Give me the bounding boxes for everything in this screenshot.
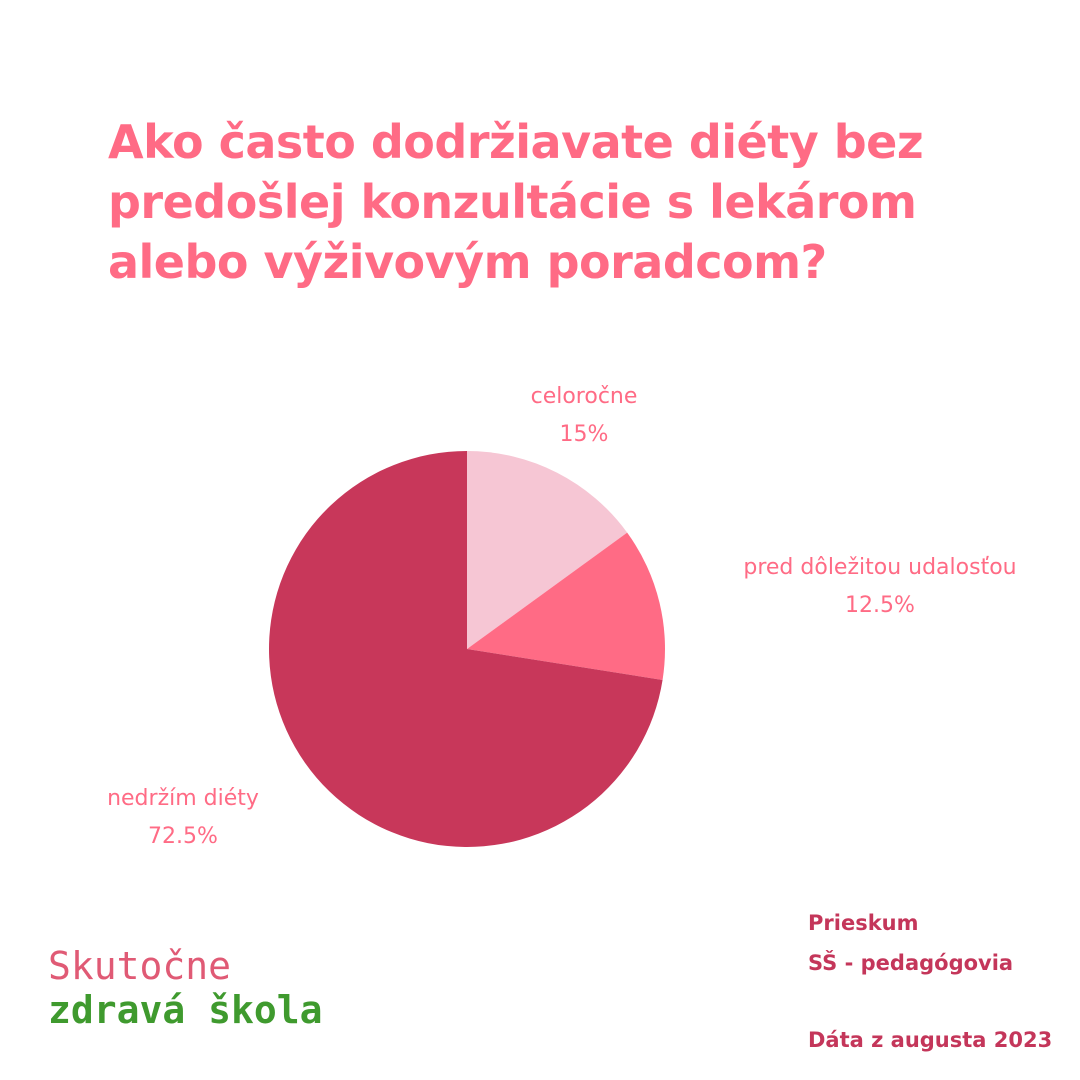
slice-value-nedrzim-diety: 72.5% bbox=[148, 824, 218, 849]
brand-logo-line-1: Skutočne bbox=[48, 944, 232, 988]
survey-info-line-1: Prieskum bbox=[808, 911, 919, 935]
slice-value-celorocne: 15% bbox=[559, 422, 609, 447]
survey-info: Prieskum SŠ - pedagógovia bbox=[808, 903, 1013, 983]
chart-title-line-1: Ako často dodržiavate diéty bez bbox=[108, 115, 924, 169]
slice-value-pred-dolezitou-udalostou: 12.5% bbox=[845, 593, 915, 618]
slice-label-celorocne: celoročne 15% bbox=[484, 378, 684, 454]
pie-slice-nedrzim-diety bbox=[269, 451, 663, 848]
chart-title: Ako často dodržiavate diéty bez predošle… bbox=[108, 112, 1008, 292]
slice-label-nedrzim-diety: nedržím diéty 72.5% bbox=[60, 780, 306, 856]
slice-name-celorocne: celoročne bbox=[530, 384, 638, 409]
pie-slices bbox=[269, 451, 665, 848]
chart-title-line-2: predošlej konzultácie s lekárom bbox=[108, 175, 917, 229]
slice-name-nedrzim-diety: nedržím diéty bbox=[107, 786, 259, 811]
survey-info-line-2: SŠ - pedagógovia bbox=[808, 951, 1014, 975]
pie-slice-celorocne bbox=[467, 451, 628, 649]
slice-name-pred-dolezitou-udalostou: pred dôležitou udalosťou bbox=[743, 555, 1017, 580]
survey-date: Dáta z augusta 2023 bbox=[808, 1028, 1053, 1052]
chart-title-line-3: alebo výživovým poradcom? bbox=[108, 235, 827, 289]
brand-logo: Skutočne zdravá škola bbox=[48, 944, 323, 1032]
pie-slice-pred-dolezitou-udalostou bbox=[467, 532, 665, 680]
slice-label-pred-dolezitou-udalostou: pred dôležitou udalosťou 12.5% bbox=[700, 549, 1060, 625]
brand-logo-line-2: zdravá škola bbox=[48, 988, 323, 1032]
